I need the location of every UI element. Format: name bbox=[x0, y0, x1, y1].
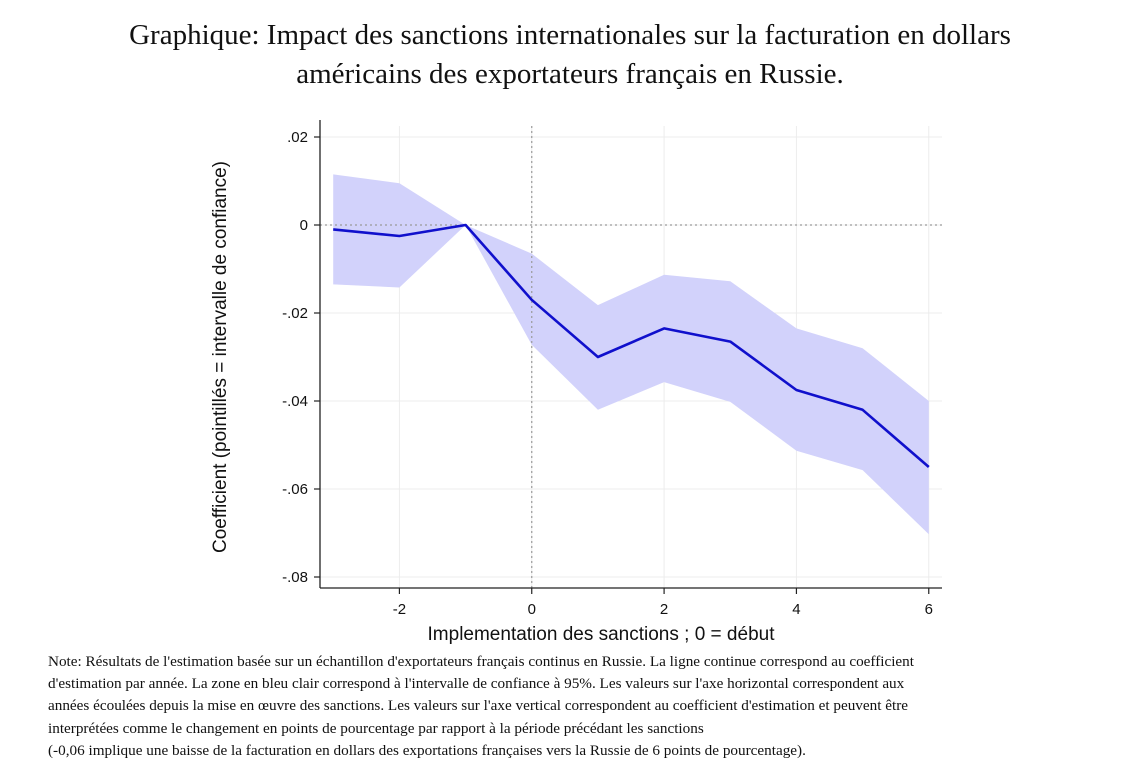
x-tick-label-2: 2 bbox=[660, 601, 668, 618]
note-line-4: interprétées comme le changement en poin… bbox=[48, 719, 704, 737]
note-line-3: années écoulées depuis la mise en œuvre … bbox=[48, 697, 909, 715]
chart-note: Note: Résultats de l'estimation basée su… bbox=[48, 651, 1098, 762]
note-line-1: Note: Résultats de l'estimation basée su… bbox=[48, 653, 914, 670]
chart-title-line-1: Graphique: Impact des sanctions internat… bbox=[129, 19, 1011, 51]
y-tick-label-5: -.08 bbox=[282, 569, 308, 586]
confidence-interval-band bbox=[333, 174, 929, 535]
x-axis-label: Implementation des sanctions ; 0 = début bbox=[428, 624, 776, 645]
y-tick-label-1: 0 bbox=[300, 217, 308, 234]
y-tick-label-4: -.06 bbox=[282, 481, 308, 498]
x-axis-ticks: -2 0 2 4 6 bbox=[393, 588, 933, 618]
chart-title-line-2: américains des exportateurs français en … bbox=[296, 58, 844, 90]
axes bbox=[319, 120, 942, 589]
note-line-5: (-0,06 implique une baisse de la factura… bbox=[48, 741, 806, 759]
x-tick-label-1: 0 bbox=[528, 601, 536, 618]
note-line-2: d'estimation par année. La zone en bleu … bbox=[48, 675, 905, 693]
y-axis-ticks: .02 0 -.02 -.04 -.06 -.08 bbox=[282, 129, 320, 586]
reference-lines bbox=[320, 126, 942, 588]
y-tick-label-2: -.02 bbox=[282, 305, 308, 322]
chart-title: Graphique: Impact des sanctions internat… bbox=[40, 16, 1100, 94]
y-tick-label-0: .02 bbox=[287, 129, 308, 146]
coefficient-chart: .02 0 -.02 -.04 -.06 -.08 -2 0 2 4 6 Implementati… bbox=[210, 120, 942, 645]
x-tick-label-3: 4 bbox=[792, 601, 800, 618]
y-axis-label: Coefficient (pointillés = intervalle de … bbox=[210, 161, 231, 553]
coefficient-line bbox=[333, 223, 930, 468]
y-tick-label-3: -.04 bbox=[282, 393, 308, 410]
x-tick-label-4: 6 bbox=[925, 601, 933, 618]
x-tick-label-0: -2 bbox=[393, 601, 406, 618]
